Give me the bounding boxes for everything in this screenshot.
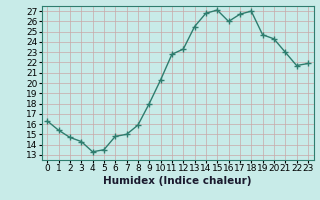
X-axis label: Humidex (Indice chaleur): Humidex (Indice chaleur) (103, 176, 252, 186)
